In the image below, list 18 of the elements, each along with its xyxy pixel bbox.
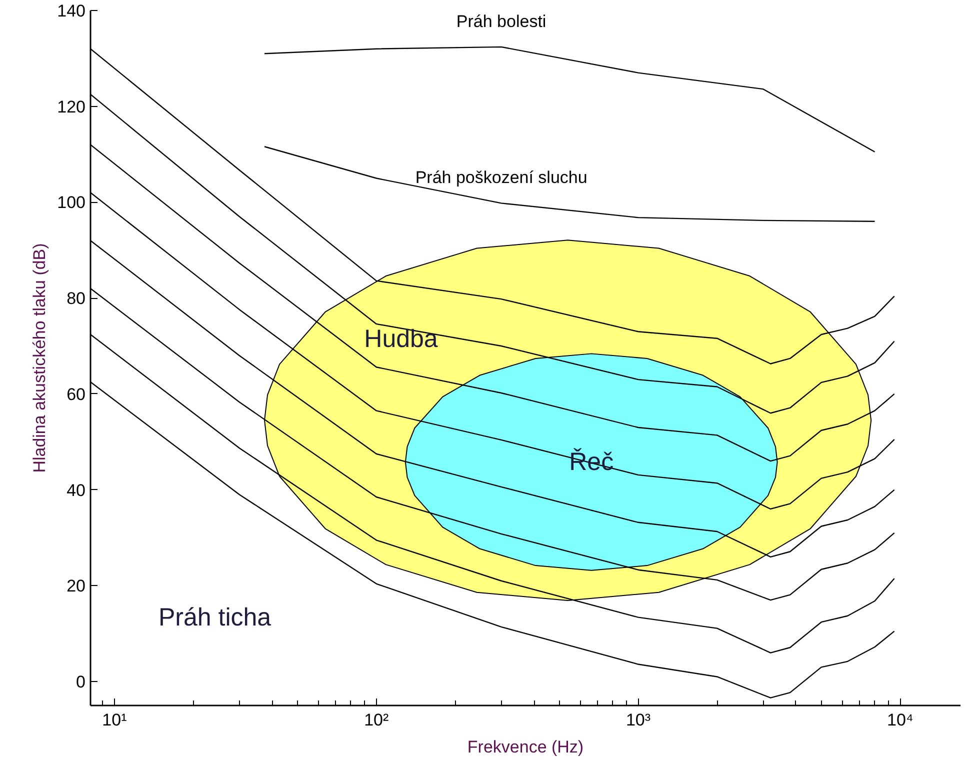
- y-tick-label: 20: [66, 576, 86, 596]
- x-tick-label: 10³: [626, 710, 651, 730]
- x-tick-label: 10¹: [102, 710, 128, 730]
- y-tick-label: 60: [66, 384, 86, 404]
- y-tick-label: 80: [66, 289, 86, 308]
- x-axis-title: Frekvence (Hz): [467, 738, 584, 756]
- y-tick-label: 40: [66, 480, 86, 500]
- annotation: Práh ticha: [158, 604, 272, 632]
- x-tick-label: 10⁴: [887, 710, 914, 730]
- y-tick-label: 120: [57, 97, 86, 116]
- y-tick-label: 100: [57, 193, 86, 212]
- y-tick-label: 0: [76, 672, 86, 692]
- x-tick-label: 10²: [364, 710, 389, 730]
- series-label: Práh bolesti: [456, 12, 546, 31]
- series-label: Práh poškození sluchu: [415, 168, 588, 188]
- y-tick-label: 140: [57, 2, 86, 20]
- series-label: Hudba: [364, 325, 438, 354]
- y-axis-title: Hladina akustického tlaku (dB): [30, 243, 50, 473]
